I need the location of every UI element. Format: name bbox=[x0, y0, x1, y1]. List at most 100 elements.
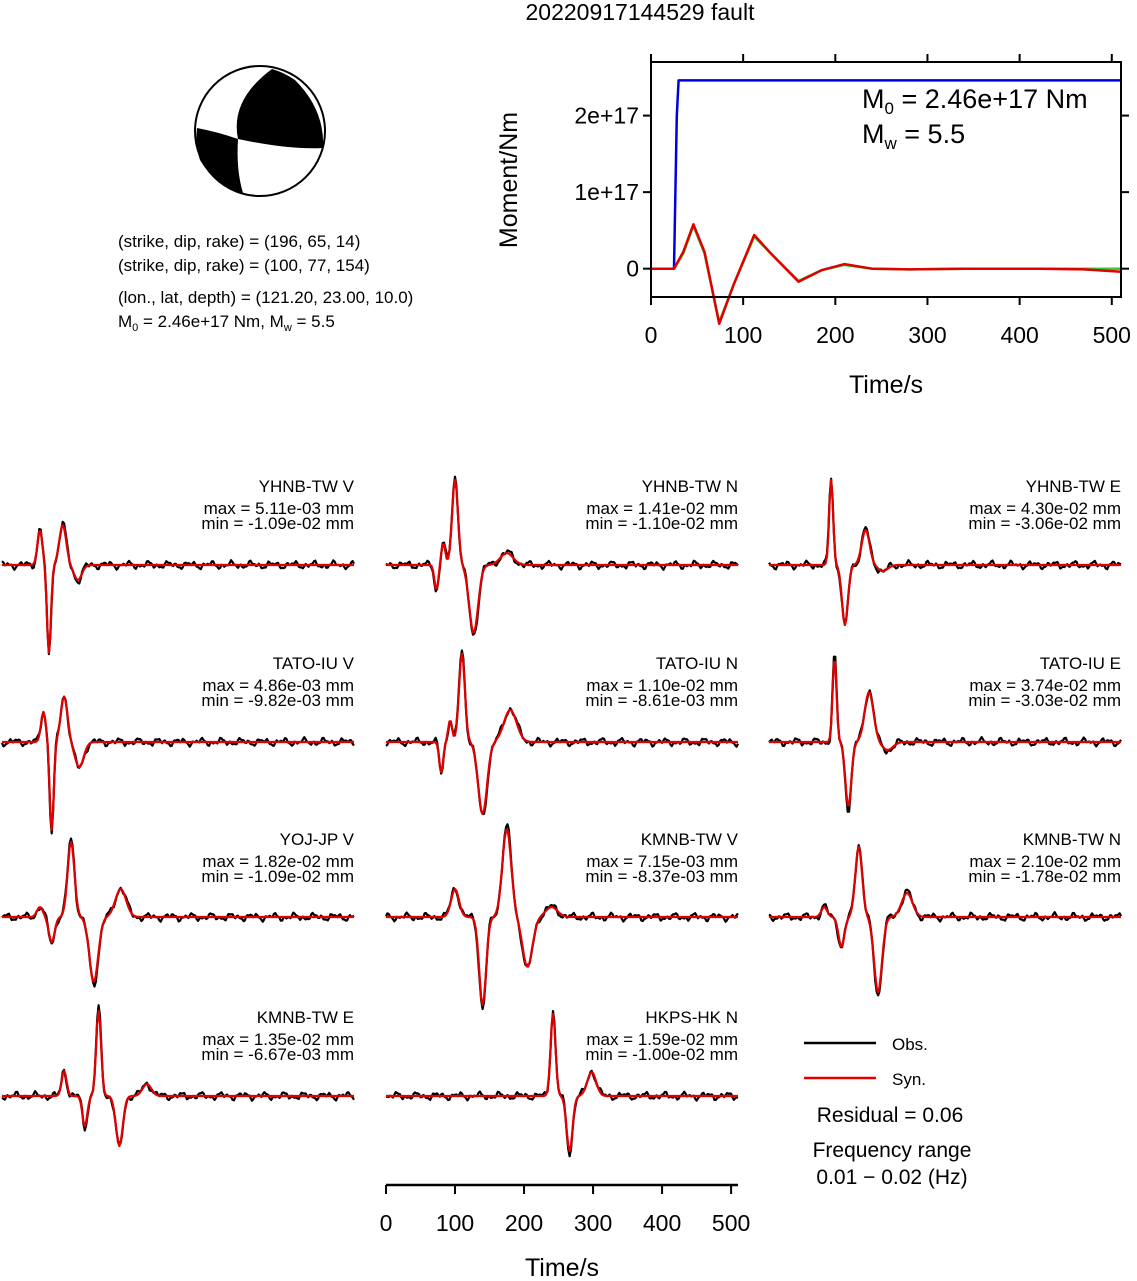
station-min: min = -1.09e-02 mm bbox=[201, 514, 354, 533]
bottom-time-axis: 0 100 200 300 400 500 bbox=[380, 1183, 750, 1236]
station-min: min = -1.78e-02 mm bbox=[968, 867, 1121, 886]
station-min: min = -3.03e-02 mm bbox=[968, 691, 1121, 710]
synthetic-trace bbox=[386, 1012, 738, 1153]
station-name: HKPS-HK N bbox=[645, 1008, 738, 1027]
observed-trace bbox=[385, 649, 739, 815]
station-name: KMNB-TW N bbox=[1023, 830, 1121, 849]
station-max: max = 3.74e-02 mm bbox=[969, 676, 1121, 695]
synthetic-trace bbox=[2, 840, 354, 983]
observed-trace bbox=[1, 520, 355, 656]
station-max: max = 2.10e-02 mm bbox=[969, 852, 1121, 871]
stf-xlabel: Time/s bbox=[849, 371, 923, 399]
station-max: max = 7.15e-03 mm bbox=[586, 852, 738, 871]
bottom-xtick-label: 200 bbox=[505, 1210, 543, 1236]
station-name: KMNB-TW V bbox=[641, 830, 739, 849]
synthetic-trace bbox=[2, 1009, 354, 1148]
synthetic-trace bbox=[769, 661, 1121, 807]
station-max: max = 1.59e-02 mm bbox=[586, 1030, 738, 1049]
bottom-xtick-label: 500 bbox=[712, 1210, 750, 1236]
station-name: YHNB-TW V bbox=[259, 477, 355, 496]
legend-syn-label: Syn. bbox=[892, 1070, 926, 1089]
nodal-plane-2: (strike, dip, rake) = (100, 77, 154) bbox=[118, 256, 370, 275]
station-max: max = 1.41e-02 mm bbox=[586, 499, 738, 518]
station-max: max = 4.86e-03 mm bbox=[202, 676, 354, 695]
stf-xtick-label: 0 bbox=[645, 322, 658, 348]
synthetic-trace bbox=[769, 845, 1121, 994]
stf-x-axis: 0 100 200 300 400 500 bbox=[645, 54, 1131, 348]
station-max: max = 4.30e-02 mm bbox=[969, 499, 1121, 518]
stf-series-3 bbox=[651, 223, 1122, 326]
synthetic-trace bbox=[2, 523, 354, 654]
station-name: TATO-IU V bbox=[273, 654, 355, 673]
stf-ytick-label: 2e+17 bbox=[574, 103, 639, 129]
stf-xtick-label: 500 bbox=[1093, 322, 1131, 348]
stf-frame bbox=[650, 61, 1122, 298]
stf-mw-label: Mw = 5.5 bbox=[862, 119, 965, 153]
stf-m0-label: M0 = 2.46e+17 Nm bbox=[862, 84, 1088, 118]
station-max: max = 1.10e-02 mm bbox=[586, 676, 738, 695]
station-name: TATO-IU N bbox=[656, 654, 738, 673]
station-name: TATO-IU E bbox=[1040, 654, 1121, 673]
source-info: (strike, dip, rake) = (196, 65, 14) (str… bbox=[118, 232, 413, 334]
frequency-value: 0.01 − 0.02 (Hz) bbox=[816, 1166, 967, 1189]
station-min: min = -8.37e-03 mm bbox=[585, 867, 738, 886]
stf-xtick-label: 400 bbox=[1000, 322, 1038, 348]
stf-ytick-label: 1e+17 bbox=[574, 179, 639, 205]
stf-ylabel: Moment/Nm bbox=[495, 112, 523, 248]
stf-y-axis: 0 1e+17 2e+17 bbox=[574, 103, 1129, 282]
station-min: min = -1.09e-02 mm bbox=[201, 867, 354, 886]
bottom-xlabel: Time/s bbox=[525, 1254, 599, 1281]
bottom-xtick-label: 100 bbox=[436, 1210, 474, 1236]
station-name: YHNB-TW N bbox=[642, 477, 738, 496]
figure-title: 20220917144529 fault bbox=[526, 0, 756, 25]
stf-ytick-label: 0 bbox=[626, 256, 639, 282]
station-min: min = -1.00e-02 mm bbox=[585, 1045, 738, 1064]
synthetic-trace bbox=[386, 652, 738, 816]
station-name: YHNB-TW E bbox=[1026, 477, 1121, 496]
stf-xtick-label: 100 bbox=[724, 322, 762, 348]
station-min: min = -1.10e-02 mm bbox=[585, 514, 738, 533]
stf-series-2 bbox=[651, 224, 1121, 324]
synthetic-trace bbox=[386, 829, 738, 1007]
station-max: max = 1.82e-02 mm bbox=[202, 852, 354, 871]
station-name: KMNB-TW E bbox=[257, 1008, 354, 1027]
station-max: max = 5.11e-03 mm bbox=[204, 499, 354, 518]
station-min: min = -3.06e-02 mm bbox=[968, 514, 1121, 533]
station-max: max = 1.35e-02 mm bbox=[202, 1030, 354, 1049]
nodal-plane-1: (strike, dip, rake) = (196, 65, 14) bbox=[118, 232, 360, 251]
synthetic-trace bbox=[769, 478, 1121, 627]
stf-panel: 0 1e+17 2e+17 0 100 200 300 400 500 Moment/Nm T… bbox=[495, 54, 1131, 399]
residual-text: Residual = 0.06 bbox=[817, 1104, 964, 1127]
observed-trace bbox=[768, 655, 1122, 813]
beachball-icon bbox=[194, 65, 326, 197]
synthetic-trace bbox=[386, 478, 738, 634]
stf-xtick-label: 200 bbox=[816, 322, 854, 348]
station-name: YOJ-JP V bbox=[280, 830, 355, 849]
stf-lines bbox=[651, 79, 1122, 326]
bottom-xtick-label: 0 bbox=[380, 1210, 393, 1236]
moment-summary: M0 = 2.46e+17 Nm, Mw = 5.5 bbox=[118, 312, 335, 334]
observed-trace bbox=[385, 823, 739, 1011]
legend: Obs. Syn. Residual = 0.06 Frequency rang… bbox=[804, 1035, 971, 1189]
legend-obs-label: Obs. bbox=[892, 1035, 928, 1054]
hypocenter-location: (lon., lat, depth) = (121.20, 23.00, 10.… bbox=[118, 288, 413, 307]
bottom-xtick-label: 300 bbox=[574, 1210, 612, 1236]
stf-xtick-label: 300 bbox=[908, 322, 946, 348]
beachball-compression-quadrant-1 bbox=[236, 69, 324, 149]
synthetic-trace bbox=[2, 696, 354, 831]
beachball-compression-quadrant-2 bbox=[196, 128, 243, 193]
station-min: min = -6.67e-03 mm bbox=[201, 1045, 354, 1064]
